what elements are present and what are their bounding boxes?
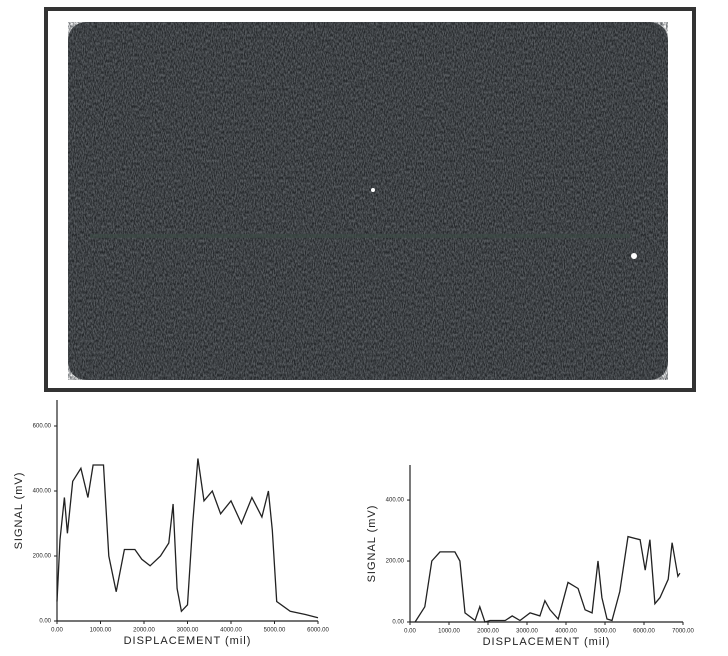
x-tick-label: 5000.00 (264, 628, 286, 634)
y-tick-label: 400.00 (33, 489, 52, 495)
signal-line (415, 537, 680, 622)
x-tick-label: 0.00 (404, 629, 416, 635)
x-axis-label: DISPLACEMENT (mil) (124, 635, 252, 647)
x-tick-label: 3000.00 (177, 628, 199, 634)
figure: 0.00 200.00 400.00 600.00 0.00 1000.00 2000.00… (0, 0, 728, 656)
x-axis-label: DISPLACEMENT (mil) (483, 636, 611, 648)
y-tick-label: 400.00 (386, 498, 405, 504)
page: {"chart_data": [ {"type": "line", "x_lab… (0, 0, 728, 656)
x-tick-label: 6000.00 (307, 628, 329, 634)
signal-line (57, 459, 318, 618)
x-tick-label: 2000.00 (477, 629, 499, 635)
x-tick-label: 1000.00 (438, 629, 460, 635)
y-tick-label: 0.00 (39, 619, 51, 625)
y-axis-label: SIGNAL (mV) (13, 472, 25, 550)
x-tick-label: 1000.00 (90, 628, 112, 634)
x-tick-label: 3000.00 (516, 629, 538, 635)
y-axis-label: SIGNAL (mV) (366, 505, 378, 583)
scan-image (46, 9, 694, 390)
y-tick-label: 200.00 (386, 559, 405, 565)
x-tick-label: 2000.00 (133, 628, 155, 634)
y-tick-label: 200.00 (33, 554, 52, 560)
x-tick-label: 4000.00 (220, 628, 242, 634)
x-tick-label: 6000.00 (633, 629, 655, 635)
x-tick-label: 7000.00 (672, 629, 694, 635)
y-tick-label: 600.00 (33, 424, 52, 430)
y-tick-label: 0.00 (392, 620, 404, 626)
x-tick-label: 0.00 (51, 628, 63, 634)
x-tick-label: 4000.00 (555, 629, 577, 635)
x-tick-label: 5000.00 (594, 629, 616, 635)
